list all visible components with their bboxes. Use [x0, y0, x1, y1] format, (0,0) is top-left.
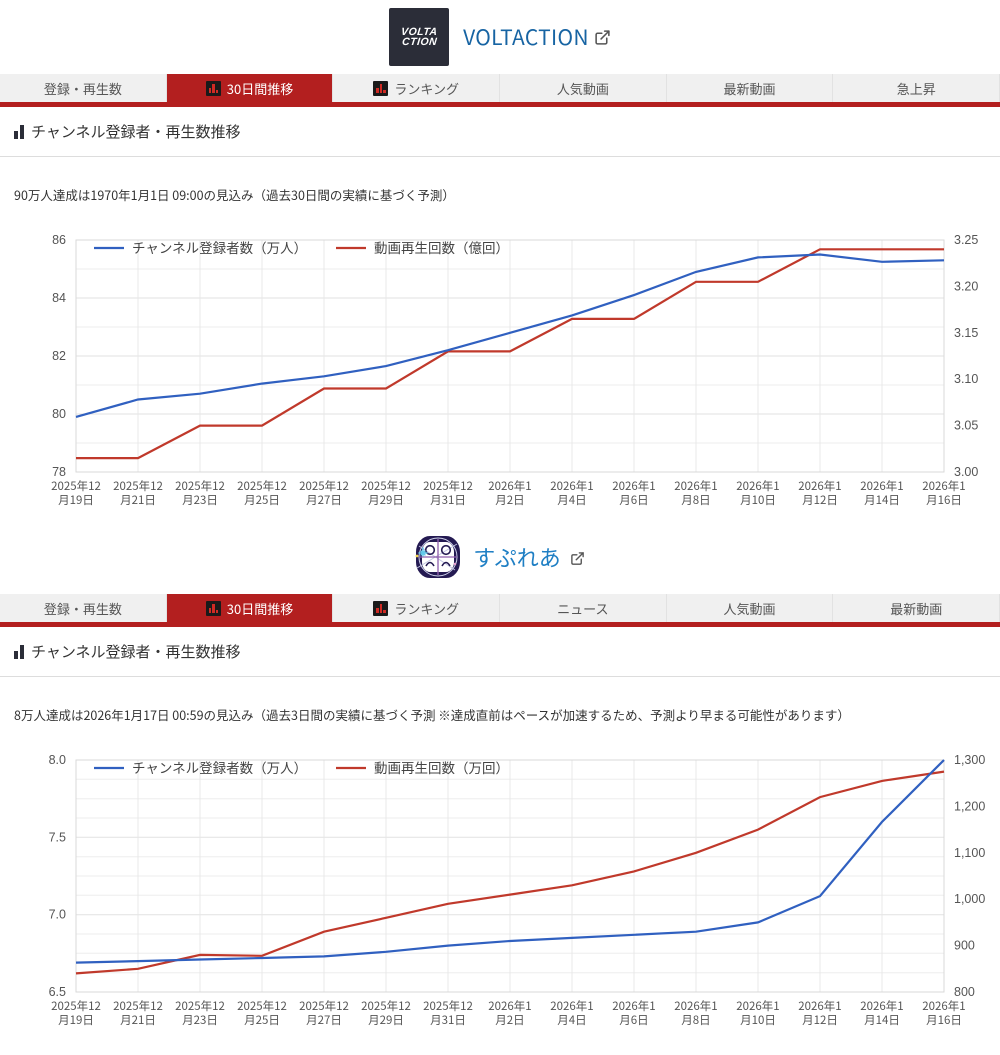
svg-text:月19日: 月19日: [58, 492, 94, 508]
svg-text:月2日: 月2日: [495, 1012, 524, 1028]
svg-text:チャンネル登録者数（万人）: チャンネル登録者数（万人）: [132, 757, 307, 777]
svg-text:6.5: 6.5: [49, 985, 66, 999]
svg-text:月21日: 月21日: [120, 1012, 156, 1028]
svg-text:82: 82: [52, 349, 66, 363]
svg-text:月31日: 月31日: [430, 1012, 466, 1028]
svg-text:チャンネル登録者数（万人）: チャンネル登録者数（万人）: [132, 237, 307, 257]
svg-text:78: 78: [52, 465, 66, 479]
svg-text:3.00: 3.00: [954, 465, 978, 479]
svg-text:7.0: 7.0: [49, 908, 66, 922]
svg-text:月10日: 月10日: [740, 1012, 776, 1028]
svg-text:月4日: 月4日: [557, 492, 586, 508]
svg-text:月31日: 月31日: [430, 492, 466, 508]
svg-text:月6日: 月6日: [619, 492, 648, 508]
svg-text:3.10: 3.10: [954, 372, 978, 386]
svg-text:80: 80: [52, 407, 66, 421]
svg-text:月10日: 月10日: [740, 492, 776, 508]
svg-text:3.05: 3.05: [954, 419, 978, 433]
svg-text:月23日: 月23日: [182, 1012, 218, 1028]
svg-text:月4日: 月4日: [557, 1012, 586, 1028]
svg-text:月12日: 月12日: [802, 1012, 838, 1028]
svg-text:月14日: 月14日: [864, 492, 900, 508]
svg-text:月8日: 月8日: [681, 492, 710, 508]
svg-text:月29日: 月29日: [368, 492, 404, 508]
svg-text:3.15: 3.15: [954, 326, 978, 340]
svg-text:月25日: 月25日: [244, 492, 280, 508]
svg-text:3.20: 3.20: [954, 279, 978, 293]
svg-text:月16日: 月16日: [926, 492, 962, 508]
svg-text:月29日: 月29日: [368, 1012, 404, 1028]
svg-text:動画再生回数（万回）: 動画再生回数（万回）: [374, 757, 509, 777]
svg-text:1,300: 1,300: [954, 753, 985, 767]
svg-text:800: 800: [954, 985, 975, 999]
svg-text:1,200: 1,200: [954, 799, 985, 813]
svg-text:月21日: 月21日: [120, 492, 156, 508]
svg-text:8.0: 8.0: [49, 753, 66, 767]
svg-text:1,100: 1,100: [954, 846, 985, 860]
svg-text:84: 84: [52, 291, 66, 305]
svg-text:月25日: 月25日: [244, 1012, 280, 1028]
svg-text:月27日: 月27日: [306, 492, 342, 508]
svg-text:月16日: 月16日: [926, 1012, 962, 1028]
svg-text:月8日: 月8日: [681, 1012, 710, 1028]
svg-text:月23日: 月23日: [182, 492, 218, 508]
svg-text:月6日: 月6日: [619, 1012, 648, 1028]
svg-text:月2日: 月2日: [495, 492, 524, 508]
svg-text:86: 86: [52, 233, 66, 247]
svg-text:1,000: 1,000: [954, 892, 985, 906]
svg-text:月27日: 月27日: [306, 1012, 342, 1028]
svg-text:3.25: 3.25: [954, 233, 978, 247]
svg-text:900: 900: [954, 939, 975, 953]
svg-text:月12日: 月12日: [802, 492, 838, 508]
svg-text:動画再生回数（億回）: 動画再生回数（億回）: [374, 237, 509, 257]
svg-text:7.5: 7.5: [49, 830, 66, 844]
svg-text:月19日: 月19日: [58, 1012, 94, 1028]
svg-text:月14日: 月14日: [864, 1012, 900, 1028]
